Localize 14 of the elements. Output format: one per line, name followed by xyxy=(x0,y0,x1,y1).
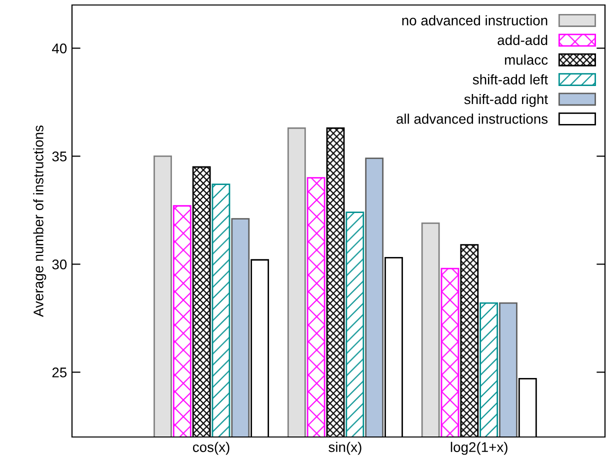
legend-label: all advanced instructions xyxy=(396,114,548,124)
legend-label: shift-add right xyxy=(464,94,548,107)
legend-label: no advanced instruction xyxy=(402,15,548,26)
legend-label: mulacc xyxy=(504,54,548,65)
y-axis-title: Average number of instructions xyxy=(33,126,46,317)
y-tick-label: 35 xyxy=(52,152,67,162)
y-tick-label: 25 xyxy=(52,368,67,378)
legend-label: shift-add left xyxy=(472,74,548,84)
x-tick-label: log2(1+x) xyxy=(450,442,508,455)
legend-label: add-add xyxy=(498,34,548,46)
y-tick-label: 30 xyxy=(52,260,67,270)
x-tick-label: sin(x) xyxy=(328,442,362,455)
x-tick-label: cos(x) xyxy=(192,442,230,455)
y-tick-label: 40 xyxy=(52,44,67,54)
